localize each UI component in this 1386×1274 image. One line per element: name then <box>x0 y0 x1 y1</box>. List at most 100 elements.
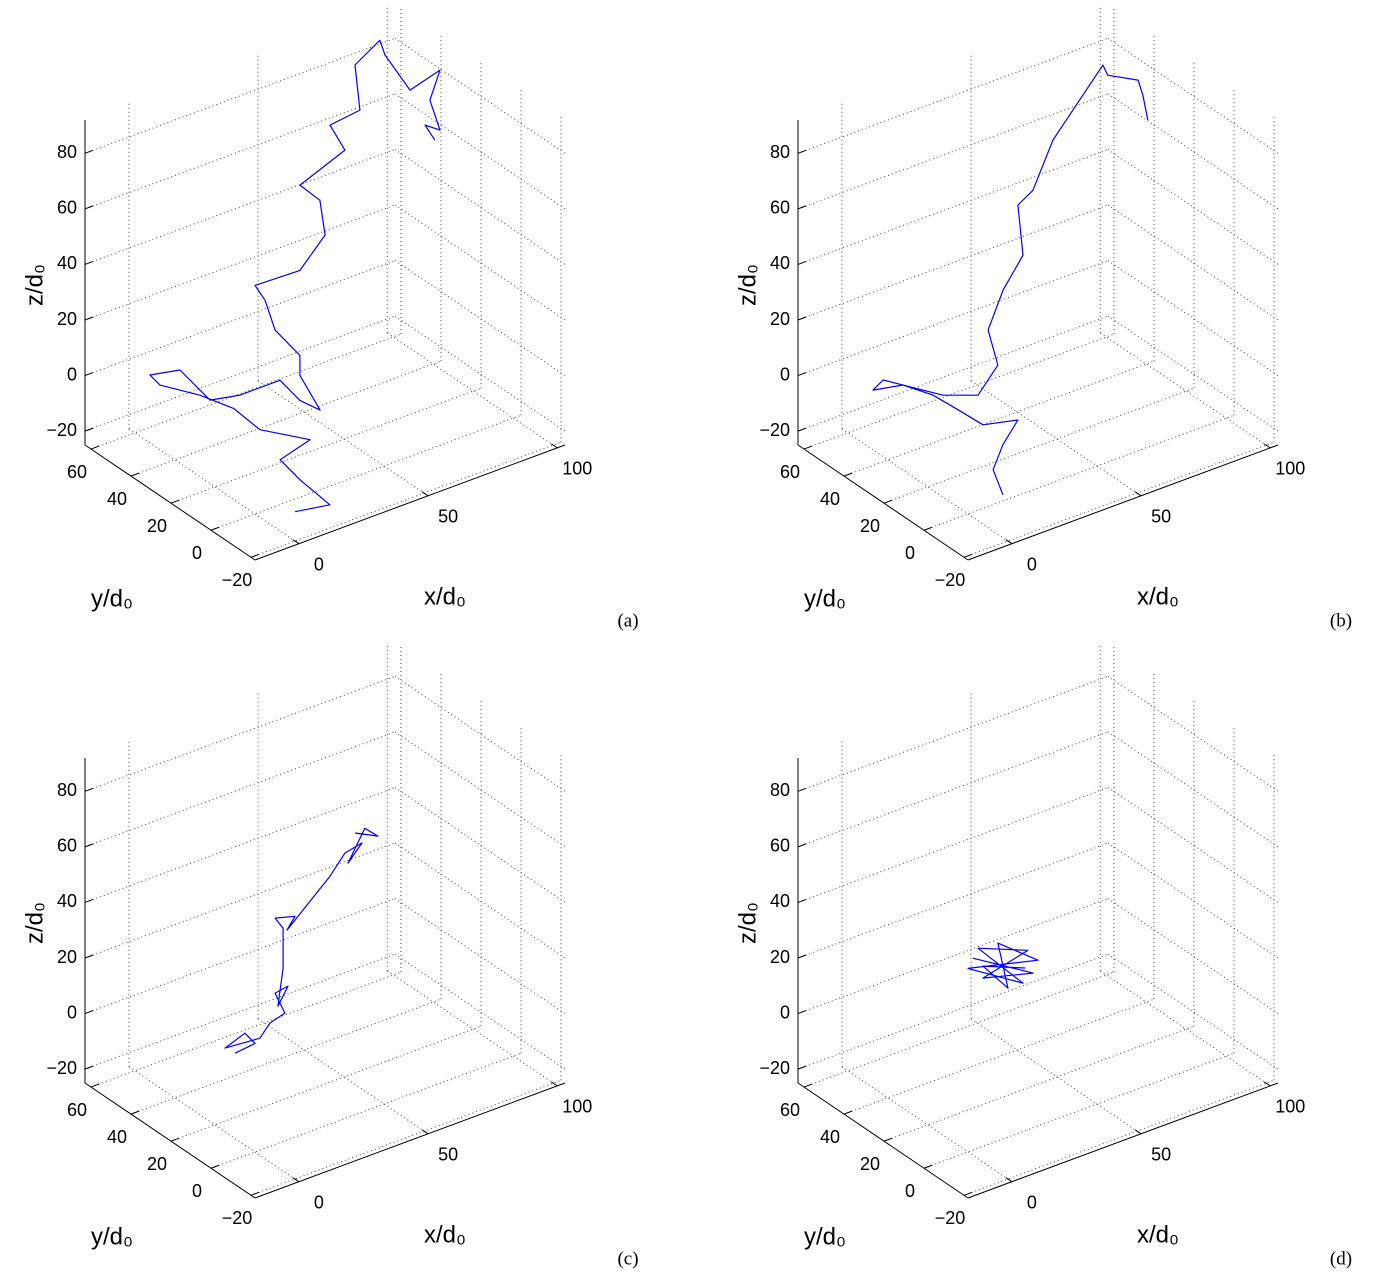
x-tick <box>1005 539 1013 545</box>
grid-line <box>1107 315 1279 432</box>
y-tick-label: 0 <box>192 543 202 563</box>
z-tick-label: 60 <box>770 198 790 218</box>
y-tick-label: 0 <box>905 543 915 563</box>
grid-line <box>843 360 1155 477</box>
y-tick <box>170 1137 180 1142</box>
grid-line <box>250 441 562 558</box>
grid-line <box>130 360 442 477</box>
x-tick-label: 50 <box>1151 507 1171 527</box>
grid-line <box>84 148 396 265</box>
x-tick <box>292 1177 300 1183</box>
y-tick <box>923 1164 933 1169</box>
grid-line <box>963 441 1275 558</box>
grid-line <box>210 414 522 531</box>
y-tick <box>250 1191 260 1196</box>
z-tick <box>797 260 807 265</box>
z-tick-label: 80 <box>770 142 790 162</box>
x-tick-label: 0 <box>1027 554 1037 574</box>
x-tick <box>421 1129 429 1135</box>
y-tick-label: 0 <box>905 1181 915 1201</box>
grid-line <box>394 260 566 376</box>
x-axis-title: x/d₀ <box>1137 1221 1179 1248</box>
grid-line <box>170 1025 482 1142</box>
grid-line <box>90 971 402 1088</box>
z-tick-label: 0 <box>780 1002 790 1022</box>
y-tick <box>90 1083 100 1088</box>
panel: −20 0 20 40 60 80 −20 0 20 40 60 0 50 100 z/d₀ y/d₀ x/d₀… <box>734 645 1352 1269</box>
grid-line <box>797 37 1109 154</box>
y-tick-label: 40 <box>820 489 840 509</box>
y-tick-label: 0 <box>192 1181 202 1201</box>
trajectory <box>967 942 1039 989</box>
y-axis-title: y/d₀ <box>91 1223 133 1250</box>
x-tick <box>1005 1177 1013 1183</box>
z-tick <box>797 427 807 432</box>
x-tick <box>550 1081 558 1087</box>
z-tick <box>84 427 94 432</box>
z-tick <box>797 149 807 154</box>
grid-line <box>923 1052 1235 1169</box>
grid-line <box>843 998 1155 1115</box>
grid-line <box>84 898 396 1015</box>
grid-line <box>797 842 1109 959</box>
z-tick <box>84 205 94 210</box>
x-tick-label: 100 <box>562 459 592 479</box>
x-tick <box>1263 1081 1271 1087</box>
z-tick-label: 60 <box>57 198 77 218</box>
z-tick-label: −20 <box>46 1058 77 1078</box>
y-axis <box>797 1082 969 1199</box>
grid-line <box>210 1052 522 1169</box>
grid-line <box>257 1018 429 1135</box>
x-tick <box>421 491 429 497</box>
grid-line <box>394 675 566 792</box>
y-axis-title: y/d₀ <box>804 1223 846 1250</box>
z-tick-label: 40 <box>57 891 77 911</box>
y-tick <box>963 553 973 558</box>
z-tick <box>84 954 94 959</box>
y-tick-label: 60 <box>67 462 87 482</box>
x-tick <box>550 443 558 449</box>
x-tick-label: 50 <box>438 1145 458 1165</box>
grid-line <box>883 1025 1195 1142</box>
grid-line <box>797 898 1109 1015</box>
panel-label: (b) <box>1330 610 1352 631</box>
grid-line <box>1099 970 1271 1087</box>
y-tick <box>803 1083 813 1088</box>
z-tick <box>797 1065 807 1070</box>
x-axis <box>254 1082 566 1199</box>
y-tick <box>250 553 260 558</box>
y-tick <box>210 526 220 531</box>
panel: −20 0 20 40 60 80 −20 0 20 40 60 0 50 100 z/d₀ y/d₀ x/d₀… <box>734 7 1352 631</box>
grid-line <box>130 998 442 1115</box>
x-axis <box>254 444 566 561</box>
x-tick-label: 100 <box>1275 1097 1305 1117</box>
grid-line <box>84 786 396 903</box>
grid-line <box>803 971 1115 1088</box>
grid-line <box>1107 149 1279 265</box>
y-tick <box>170 499 180 504</box>
grid-line <box>797 148 1109 265</box>
grid-line <box>90 333 402 450</box>
y-tick <box>883 1137 893 1142</box>
y-tick <box>843 472 853 477</box>
trajectory <box>149 39 441 513</box>
z-tick <box>84 1065 94 1070</box>
y-tick-label: 40 <box>107 1127 127 1147</box>
y-axis <box>84 444 256 561</box>
panel-label: (d) <box>1330 1248 1352 1269</box>
grid-line <box>84 204 396 321</box>
z-tick-label: 20 <box>57 309 77 329</box>
grid-line <box>84 675 396 792</box>
y-tick-label: −20 <box>222 570 253 590</box>
grid-line <box>797 731 1109 848</box>
x-tick <box>1134 1129 1142 1135</box>
grid-line <box>84 260 396 377</box>
grid-line <box>250 1079 562 1196</box>
y-axis-title: y/d₀ <box>91 585 133 612</box>
x-axis-title: x/d₀ <box>1137 583 1179 610</box>
grid-line <box>923 414 1235 531</box>
x-tick-label: 0 <box>314 1192 324 1212</box>
z-tick-label: 80 <box>770 780 790 800</box>
x-tick-label: 100 <box>562 1097 592 1117</box>
